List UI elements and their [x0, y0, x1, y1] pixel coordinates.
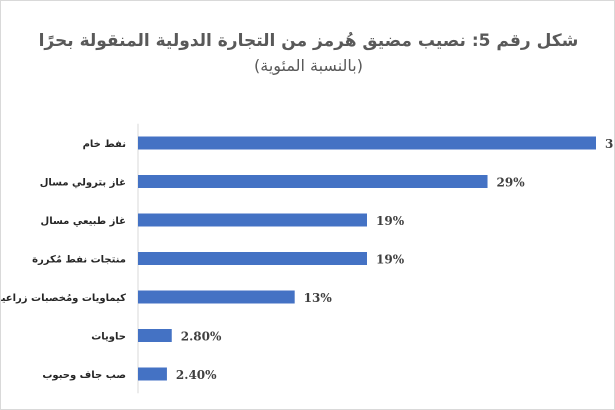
data-label: 2.80%	[181, 330, 222, 344]
bar	[138, 290, 295, 304]
category-label: حاويات	[91, 332, 126, 343]
chart-title: شكل رقم 5: نصيب مضيق هُرمز من التجارة ال…	[38, 31, 579, 51]
bar	[138, 175, 488, 188]
category-label: كيماويات ومُخصبات زراعية	[1, 293, 126, 304]
category-label: غاز بترولي مسال	[40, 178, 126, 189]
data-label: 13%	[304, 291, 333, 305]
bar	[138, 329, 172, 342]
data-label: 38%	[605, 137, 615, 151]
bar	[138, 136, 596, 150]
bar	[138, 213, 367, 227]
category-label: نفط خام	[83, 139, 126, 150]
data-label: 2.40%	[176, 368, 217, 382]
chart-subtitle: (بالنسبة المئوية)	[254, 56, 363, 75]
category-label: صب جاف وحبوب	[42, 370, 126, 381]
category-label: غاز طبيعي مسال	[41, 216, 126, 227]
bar	[138, 252, 367, 265]
data-label: 19%	[376, 214, 405, 228]
data-label: 29%	[497, 176, 526, 190]
bar	[138, 367, 167, 381]
category-label: منتجات نفط مُكررة	[32, 255, 126, 266]
data-label: 19%	[376, 253, 405, 267]
